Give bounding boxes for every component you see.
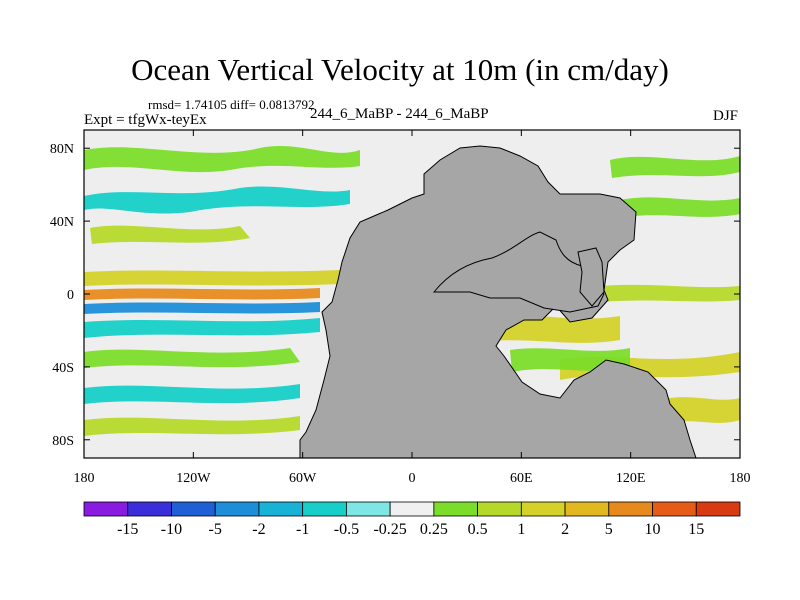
colorbar-swatch	[652, 501, 697, 517]
colorbar-swatch	[345, 501, 391, 517]
contour-equatorial-blue	[84, 302, 320, 314]
x-tick-label: 180	[730, 471, 751, 486]
colorbar-swatch	[695, 501, 741, 517]
colorbar-swatch	[389, 501, 435, 517]
colorbar-label: -5	[209, 521, 222, 538]
colorbar-label: 15	[688, 521, 704, 538]
chart-title: Ocean Vertical Velocity at 10m (in cm/da…	[131, 52, 669, 87]
colorbar-label: 0.5	[468, 521, 488, 538]
contour-equatorial-orange	[84, 288, 320, 300]
x-tick-label: 0	[409, 471, 416, 486]
colorbar-swatch	[520, 501, 566, 517]
y-tick-label: 40S	[52, 361, 74, 376]
contour-equatorial-yellow	[84, 270, 340, 286]
colorbar: -15 -10 -5 -2 -1 -0.5 -0.25 0.25 0.5 1 2 5 10 15	[83, 501, 741, 538]
colorbar-swatch	[477, 501, 522, 517]
y-tick-label: 40N	[50, 215, 74, 230]
contour-south-band-3	[84, 416, 300, 436]
contour-north-band-2	[84, 186, 350, 214]
colorbar-swatch	[608, 501, 653, 517]
colorbar-swatch	[83, 501, 129, 517]
y-tick-label: 80S	[52, 434, 74, 449]
colorbar-swatch	[564, 501, 610, 517]
contour-north-band-5	[620, 197, 740, 218]
stats-label: rmsd= 1.74105 diff= 0.0813792	[148, 97, 315, 112]
colorbar-swatch	[214, 501, 260, 517]
colorbar-label: 1	[517, 521, 525, 538]
x-tick-label: 120E	[616, 471, 646, 486]
y-tick-label: 80N	[50, 142, 74, 157]
colorbar-label: -0.5	[334, 521, 359, 538]
colorbar-swatch	[127, 501, 172, 517]
land-inner-isthmus	[432, 231, 605, 313]
colorbar-swatch	[171, 501, 216, 517]
contour-south-band-1	[84, 348, 300, 368]
contour-north-band-4	[610, 156, 740, 178]
contour-south-band-2	[84, 384, 300, 404]
contour-equatorial-east	[600, 284, 740, 302]
colorbar-swatch	[433, 501, 479, 517]
contour-north-band-3	[90, 225, 250, 244]
y-axis: 80N 40N 0 40S 80S	[50, 142, 740, 449]
colorbar-label: -0.25	[373, 521, 406, 538]
x-tick-label: 120W	[176, 471, 211, 486]
case-label: 244_6_MaBP - 244_6_MaBP	[310, 106, 489, 122]
colorbar-label: -1	[296, 521, 309, 538]
colorbar-label: -2	[252, 521, 265, 538]
x-tick-label: 60E	[510, 471, 533, 486]
colorbar-label: -15	[117, 521, 138, 538]
land-west-continent	[299, 145, 697, 458]
land-peninsula	[577, 247, 605, 307]
y-tick-label: 0	[67, 288, 74, 303]
experiment-label: Expt = tfgWx-teyEx	[84, 112, 207, 128]
x-tick-label: 180	[74, 471, 95, 486]
x-tick-label: 60W	[289, 471, 317, 486]
colorbar-label: 0.25	[420, 521, 448, 538]
colorbar-label: -10	[161, 521, 182, 538]
colorbar-swatch	[302, 501, 347, 517]
map-field	[84, 130, 740, 458]
colorbar-swatch	[258, 501, 304, 517]
x-axis: 180 120W 60W 0 60E 120E 180	[74, 130, 751, 486]
colorbar-label: 5	[605, 521, 613, 538]
colorbar-label: 10	[645, 521, 661, 538]
contour-equatorial-cyan	[84, 318, 320, 338]
colorbar-label: 2	[561, 521, 569, 538]
contour-north-band-1	[84, 146, 360, 173]
season-label: DJF	[712, 108, 738, 124]
